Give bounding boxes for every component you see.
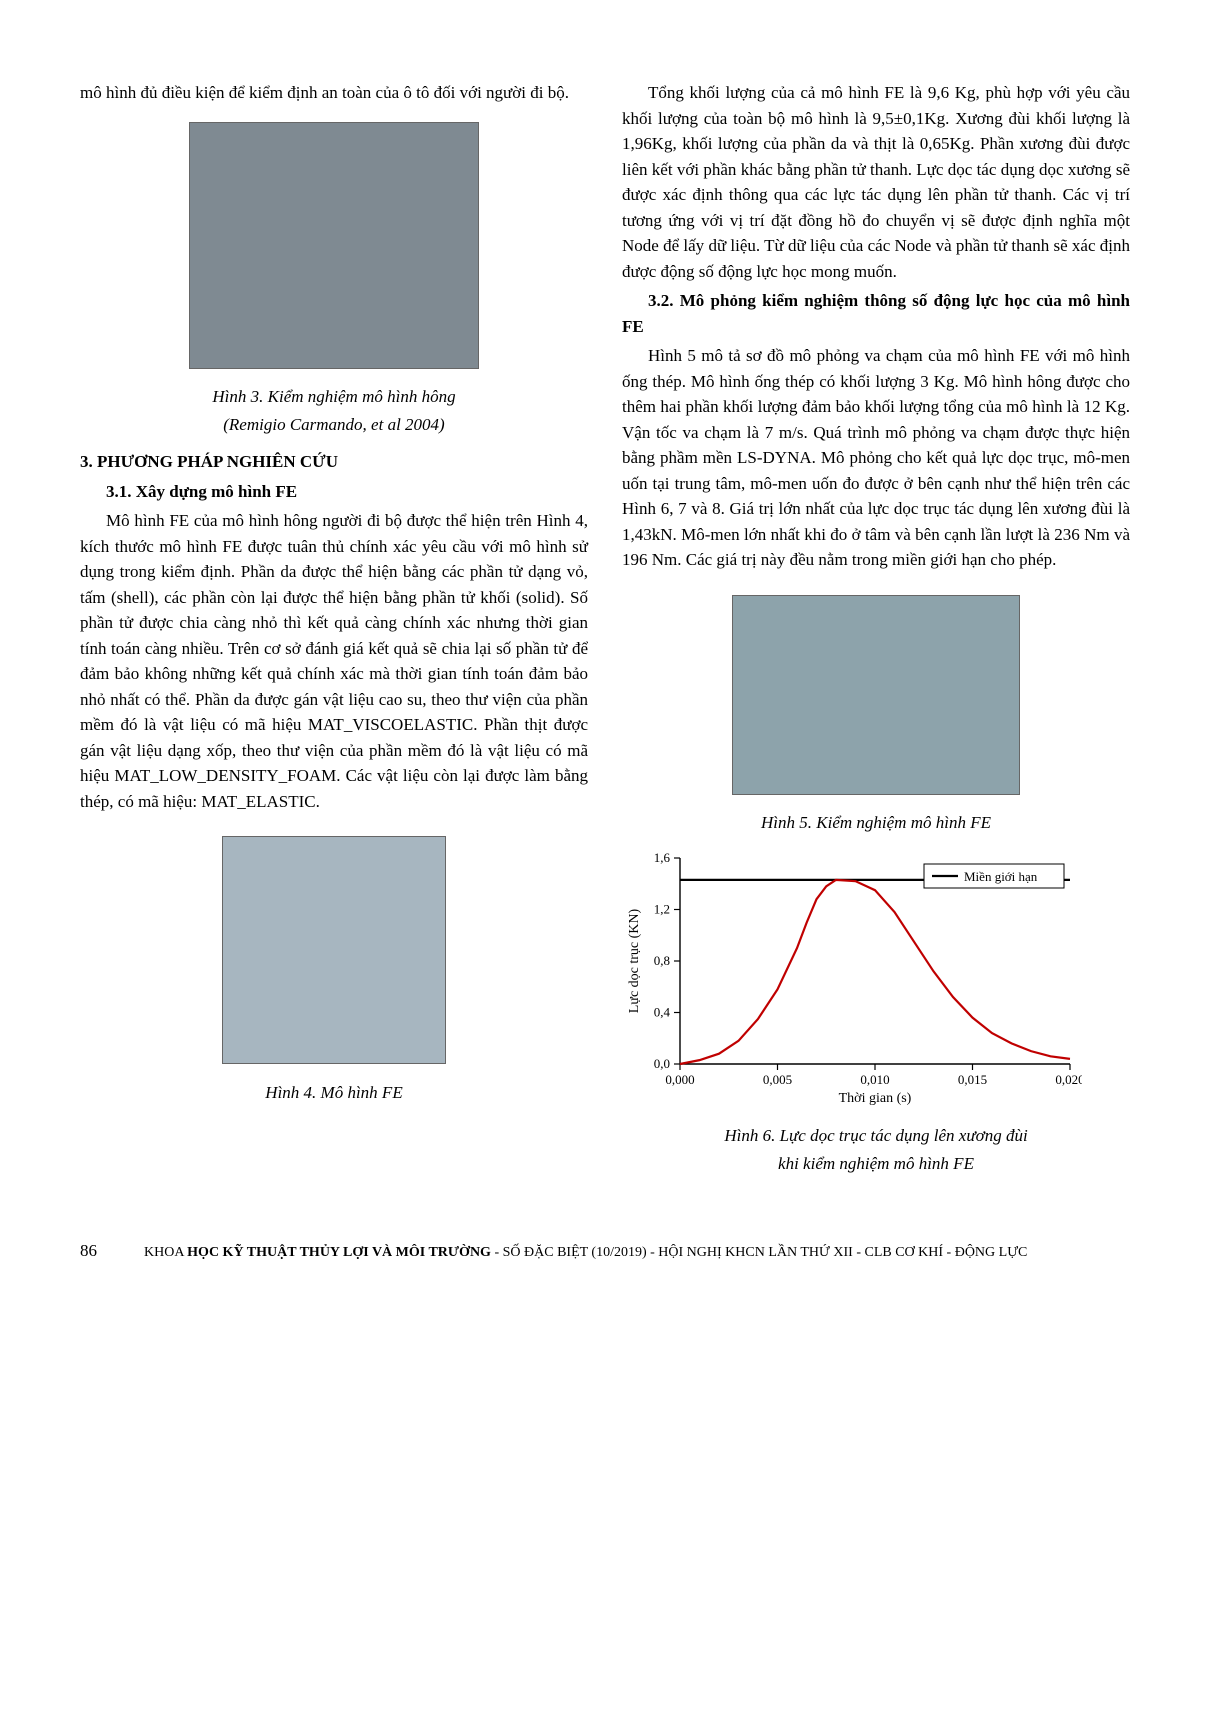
left-intro-paragraph: mô hình đủ điều kiện để kiểm định an toà… [80,80,588,106]
svg-text:Lực dọc trục (KN): Lực dọc trục (KN) [627,908,642,1013]
svg-text:0,010: 0,010 [860,1072,889,1087]
figure-6-svg: 0,0 0,4 0,8 1,2 1,6 0,000 0,005 0,010 0,015 0,020… [622,848,1082,1108]
page-number: 86 [80,1238,120,1264]
svg-text:Miền giới hạn: Miền giới hạn [964,869,1038,884]
page-footer: 86 KHOA HỌC KỸ THUẬT THỦY LỢI VÀ MÔI TRƯ… [80,1238,1130,1264]
two-column-layout: mô hình đủ điều kiện để kiểm định an toà… [80,80,1130,1188]
svg-text:0,4: 0,4 [654,1004,671,1019]
svg-text:0,8: 0,8 [654,953,670,968]
figure-3-caption-line1: Hình 3. Kiểm nghiệm mô hình hông [80,384,588,410]
svg-text:0,015: 0,015 [958,1072,987,1087]
section-3-heading: 3. PHƯƠNG PHÁP NGHIÊN CỨU [80,449,588,475]
left-column: mô hình đủ điều kiện để kiểm định an toà… [80,80,588,1188]
svg-text:1,2: 1,2 [654,901,670,916]
figure-3-image [189,122,479,369]
figure-6-chart: 0,0 0,4 0,8 1,2 1,6 0,000 0,005 0,010 0,015 0,020… [622,848,1130,1116]
svg-text:Thời gian (s): Thời gian (s) [839,1091,912,1106]
figure-5: Hình 5. Kiểm nghiệm mô hình FE [622,595,1130,836]
figure-6-caption-line1: Hình 6. Lực dọc trục tác dụng lên xương … [622,1123,1130,1149]
subsection-3-1-heading: 3.1. Xây dựng mô hình FE [80,479,588,505]
figure-3-caption-line2: (Remigio Carmando, et al 2004) [80,412,588,438]
figure-4-image [222,836,446,1064]
right-column: Tổng khối lượng của cả mô hình FE là 9,6… [622,80,1130,1188]
figure-5-caption: Hình 5. Kiểm nghiệm mô hình FE [622,810,1130,836]
section-3-1-paragraph: Mô hình FE của mô hình hông người đi bộ … [80,508,588,814]
svg-text:0,005: 0,005 [763,1072,792,1087]
svg-text:1,6: 1,6 [654,850,671,865]
right-paragraph-0: Tổng khối lượng của cả mô hình FE là 9,6… [622,80,1130,284]
figure-5-image [732,595,1020,795]
subsection-3-2-heading: 3.2. Mô phỏng kiểm nghiệm thông số động … [622,288,1130,339]
section-3-2-paragraph: Hình 5 mô tả sơ đồ mô phỏng va chạm của … [622,343,1130,573]
figure-4: Hình 4. Mô hình FE [80,836,588,1105]
svg-text:0,0: 0,0 [654,1056,670,1071]
figure-6-caption-line2: khi kiểm nghiệm mô hình FE [622,1151,1130,1177]
figure-3: Hình 3. Kiểm nghiệm mô hình hông (Remigi… [80,122,588,438]
svg-text:0,000: 0,000 [665,1072,694,1087]
footer-text: KHOA HỌC KỸ THUẬT THỦY LỢI VÀ MÔI TRƯỜNG… [144,1242,1130,1263]
figure-4-caption: Hình 4. Mô hình FE [80,1080,588,1106]
svg-text:0,020: 0,020 [1055,1072,1082,1087]
